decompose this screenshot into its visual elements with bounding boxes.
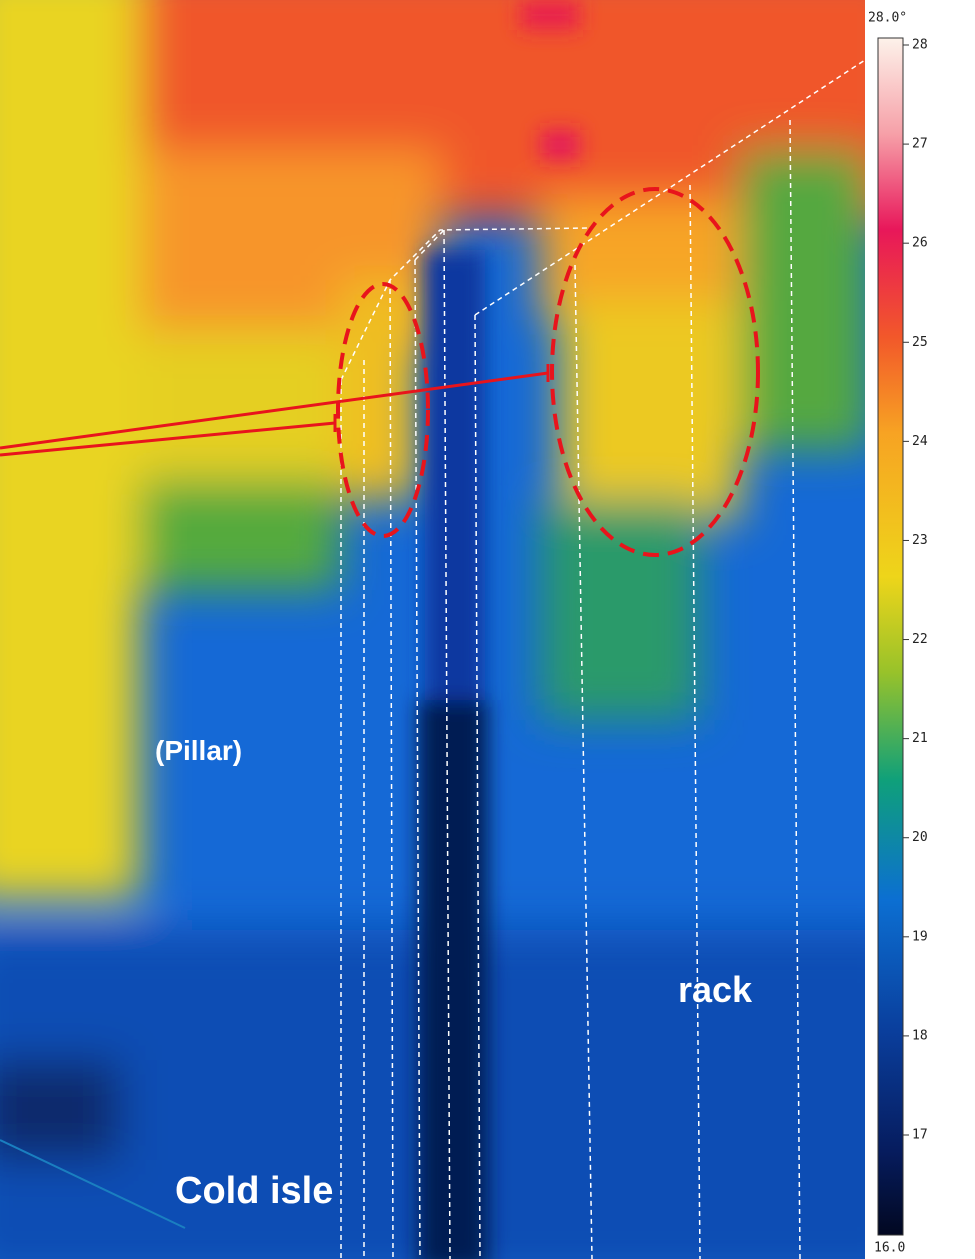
cold-aisle-label: Cold isle (175, 1170, 333, 1212)
colorbar-tick-label: 18 (912, 1028, 928, 1043)
thermal-image (0, 0, 865, 1259)
colorbar-tick-label: 21 (912, 731, 928, 746)
pointer-lines (0, 364, 550, 457)
colorbar-tick-label: 17 (912, 1128, 928, 1143)
rack-label: rack (678, 969, 753, 1010)
colorbar-tick-label: 24 (912, 434, 928, 449)
pointer-line (0, 1139, 186, 1229)
pillar-label: (Pillar) (155, 735, 242, 766)
hot-spot-ellipses (336, 187, 760, 557)
colorbar-tick-label: 27 (912, 137, 928, 152)
colorbar-tick-label: 28 (912, 38, 928, 53)
rack-outlines (340, 59, 866, 1259)
colorbar-tick-label: 22 (912, 632, 928, 647)
colorbar (877, 37, 904, 1236)
colorbar-tick-label: 23 (912, 533, 928, 548)
colorbar-tick-label: 20 (912, 830, 928, 845)
colorbar-min: 16.0 (874, 1241, 905, 1256)
colorbar-tick-label: 26 (912, 236, 928, 251)
colorbar-max: 28.0° (868, 11, 907, 26)
colorbar-tick-label: 19 (912, 929, 928, 944)
colorbar-tick-label: 25 (912, 335, 928, 350)
